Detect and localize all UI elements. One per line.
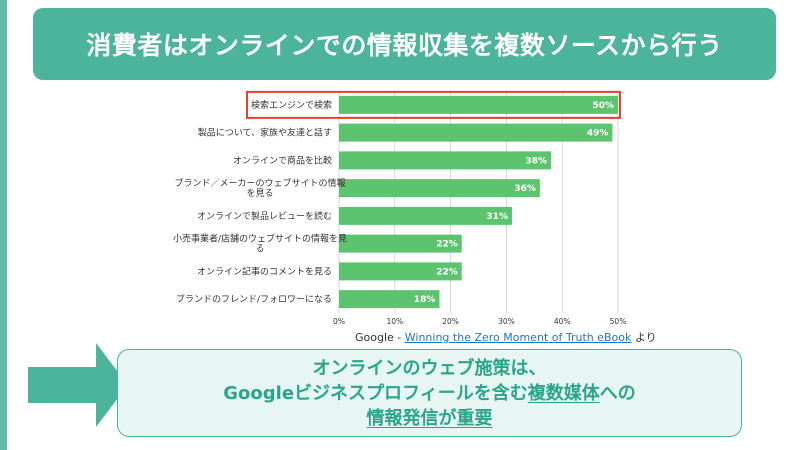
category-label: を見る xyxy=(246,188,273,199)
x-tick-label: 10% xyxy=(386,317,403,326)
category-label: 検索エンジンで検索 xyxy=(251,99,332,111)
bar-value-label: 31% xyxy=(486,212,508,222)
source-citation: Google - Winning the Zero Moment of Trut… xyxy=(355,329,657,345)
message-line-2c: への xyxy=(599,382,636,404)
bar xyxy=(339,290,440,309)
key-message-box: オンラインのウェブ施策は、 Googleビジネスプロフィールを含む複数媒体への … xyxy=(117,349,742,437)
bar-value-label: 18% xyxy=(414,295,436,305)
bar-value-label: 36% xyxy=(514,184,536,194)
category-label: オンラインで製品レビューを読む xyxy=(197,210,332,222)
category-label: オンラインで商品を比較 xyxy=(233,154,332,166)
message-line-2: Googleビジネスプロフィールを含む複数媒体への xyxy=(223,381,635,406)
message-line-2a: Googleビジネスプロフィールを含む xyxy=(223,382,528,404)
bar-value-label: 22% xyxy=(436,240,458,250)
x-tick-label: 20% xyxy=(442,317,459,326)
x-tick-label: 0% xyxy=(333,317,345,326)
message-line-3: 情報発信が重要 xyxy=(366,407,493,429)
slide-title: 消費者はオンラインでの情報収集を複数ソースから行う xyxy=(86,31,723,60)
category-label: ブランドのフレンド/フォロワーになる xyxy=(176,293,332,305)
message-multi-media: 複数媒体 xyxy=(527,382,600,404)
x-tick-label: 30% xyxy=(498,317,515,326)
title-banner: 消費者はオンラインでの情報収集を複数ソースから行う xyxy=(33,8,776,80)
category-label: オンライン記事のコメントを見る xyxy=(197,265,332,277)
bar xyxy=(339,95,618,114)
source-suffix: より xyxy=(631,331,657,344)
bar xyxy=(339,151,552,170)
bar xyxy=(339,179,540,198)
right-arrow-icon xyxy=(28,343,128,427)
bar xyxy=(339,206,512,225)
bar-value-label: 22% xyxy=(436,267,458,277)
message-line-1: オンラインのウェブ施策は、 xyxy=(312,357,547,379)
source-link[interactable]: Winning the Zero Moment of Truth eBook xyxy=(404,331,632,344)
source-prefix: Google - xyxy=(355,331,405,344)
bar xyxy=(339,123,613,142)
bar xyxy=(339,234,462,253)
category-label: 小売事業者/店舗のウェブサイトの情報を見 xyxy=(173,233,347,245)
bar xyxy=(339,262,462,281)
bar-value-label: 38% xyxy=(525,156,547,166)
category-label: 製品について、家族や友達と話す xyxy=(198,127,332,139)
bar-value-label: 49% xyxy=(587,129,609,139)
category-label: る xyxy=(255,244,264,255)
highlight-box xyxy=(246,90,621,119)
left-accent-rail xyxy=(0,0,7,450)
category-label: ブランド／メーカーのウェブサイトの情報 xyxy=(174,177,345,189)
x-tick-label: 40% xyxy=(554,317,571,326)
x-tick-label: 50% xyxy=(610,317,627,326)
bar-value-label: 50% xyxy=(592,101,614,111)
